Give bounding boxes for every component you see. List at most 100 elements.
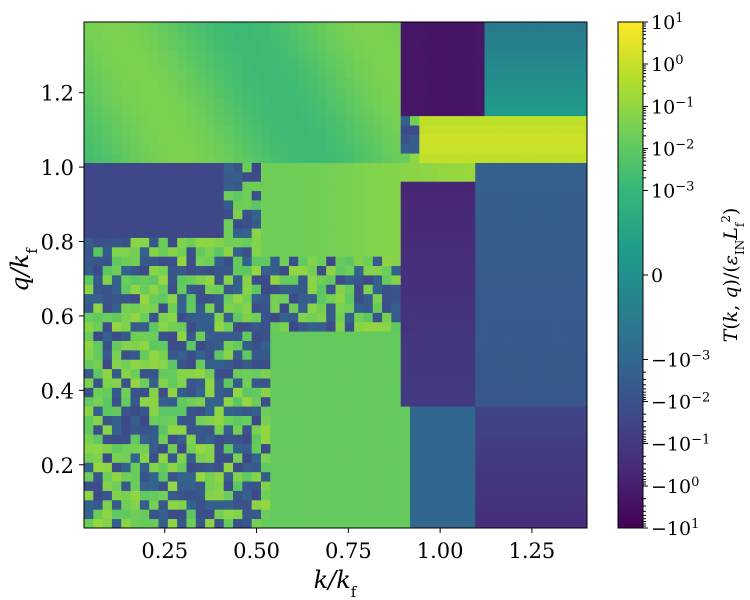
heatmap-cell <box>260 434 271 445</box>
y-tick-label: 0.6 <box>41 305 74 329</box>
heatmap-cell <box>456 406 467 416</box>
heatmap-cell <box>149 321 159 332</box>
heatmap-cell <box>512 190 523 201</box>
heatmap-cell <box>307 443 318 454</box>
heatmap-cell <box>167 125 178 135</box>
heatmap-cell <box>130 396 141 407</box>
heatmap-cell <box>410 143 420 154</box>
heatmap-cell <box>363 190 374 201</box>
heatmap-cell <box>307 378 318 388</box>
colorbar-title-IN: IN <box>733 240 747 255</box>
heatmap-cell <box>251 434 262 445</box>
heatmap-cell <box>84 471 94 482</box>
heatmap-cell <box>549 50 560 60</box>
colorbar-title-div: )/( <box>720 265 742 286</box>
heatmap-cell <box>391 246 402 257</box>
heatmap-cell <box>195 453 206 463</box>
heatmap-cell <box>195 321 206 332</box>
heatmap-cell <box>223 481 234 491</box>
heatmap-cell <box>279 378 290 388</box>
heatmap-cell <box>344 181 355 192</box>
heatmap-cell <box>354 434 364 445</box>
heatmap-cell <box>475 368 485 379</box>
heatmap-cell <box>521 181 532 192</box>
heatmap-cell <box>559 481 569 491</box>
heatmap-cell <box>260 415 271 426</box>
heatmap-cell <box>279 265 290 276</box>
heatmap-cell <box>382 59 392 70</box>
heatmap-cell <box>410 153 420 163</box>
heatmap-cell <box>503 321 513 332</box>
heatmap-cell <box>149 434 159 445</box>
heatmap-cell <box>260 190 271 201</box>
heatmap-cell <box>400 453 411 463</box>
heatmap-cell <box>540 228 551 238</box>
heatmap-cell <box>84 284 94 295</box>
heatmap-cell <box>326 256 336 267</box>
heatmap-cell <box>149 50 159 60</box>
heatmap-cell <box>400 284 411 295</box>
heatmap-cell <box>428 453 439 463</box>
heatmap-cell <box>205 340 215 351</box>
heatmap-cell <box>111 153 122 163</box>
heatmap-cell <box>503 481 513 491</box>
heatmap-cell <box>111 228 122 238</box>
heatmap-cell <box>344 106 355 117</box>
heatmap-cell <box>270 443 281 454</box>
heatmap-cell <box>158 96 169 107</box>
heatmap-cell <box>503 359 513 370</box>
heatmap-cell <box>139 50 150 60</box>
heatmap-cell <box>84 490 94 501</box>
heatmap-cell <box>475 284 485 295</box>
heatmap-cell <box>484 96 495 107</box>
heatmap-cell <box>568 509 579 520</box>
heatmap-cell <box>242 50 253 60</box>
heatmap-cell <box>102 106 113 117</box>
heatmap-cell <box>521 96 532 107</box>
heatmap-cell <box>307 349 318 360</box>
heatmap-cell <box>568 256 579 267</box>
heatmap-cell <box>437 162 448 173</box>
heatmap-cell <box>102 481 113 491</box>
heatmap-cell <box>195 209 206 220</box>
heatmap-cell <box>102 22 113 32</box>
heatmap-cell <box>354 78 364 88</box>
heatmap-cell <box>195 424 206 435</box>
heatmap-cell <box>382 443 392 454</box>
heatmap-cell <box>419 237 430 248</box>
heatmap-cell <box>428 190 439 201</box>
heatmap-cell <box>121 31 131 42</box>
heatmap-cell <box>158 518 169 529</box>
heatmap-cell <box>577 237 588 248</box>
heatmap-cell <box>437 293 448 304</box>
heatmap-cell <box>177 125 187 135</box>
colorbar-title-close: ) <box>720 208 742 215</box>
heatmap-cell <box>484 265 495 276</box>
heatmap-cell <box>456 331 467 341</box>
heatmap-cell <box>465 22 476 32</box>
heatmap-cell <box>484 396 495 407</box>
heatmap-cell <box>167 406 178 416</box>
heatmap-cell <box>84 453 94 463</box>
heatmap-cell <box>531 349 541 360</box>
heatmap-cell <box>354 106 364 117</box>
heatmap-cell <box>382 284 392 295</box>
heatmap-cell <box>465 443 476 454</box>
heatmap-cell <box>102 340 113 351</box>
heatmap-cell <box>270 396 281 407</box>
heatmap-cell <box>400 518 411 529</box>
heatmap-cell <box>354 340 364 351</box>
heatmap-cell <box>382 359 392 370</box>
heatmap-cell <box>288 134 299 145</box>
heatmap-cell <box>139 349 150 360</box>
heatmap-cell <box>307 209 318 220</box>
heatmap-cell <box>419 59 430 70</box>
heatmap-cell <box>344 396 355 407</box>
heatmap-cell <box>130 218 141 229</box>
heatmap-cell <box>428 22 439 32</box>
heatmap-cell <box>167 153 178 163</box>
heatmap-cell <box>391 359 402 370</box>
heatmap-cell <box>521 106 532 117</box>
heatmap-cell <box>484 106 495 117</box>
heatmap-cell <box>577 134 588 145</box>
